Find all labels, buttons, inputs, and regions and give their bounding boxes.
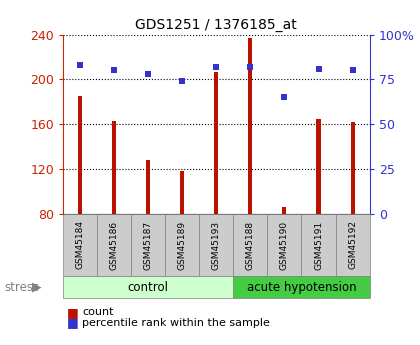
Point [145, 71, 152, 77]
Point [179, 78, 186, 84]
Bar [282, 207, 286, 214]
Point [281, 95, 288, 100]
Bar [214, 71, 218, 214]
Text: GSM45186: GSM45186 [110, 220, 118, 269]
Text: percentile rank within the sample: percentile rank within the sample [82, 318, 270, 327]
Bar [180, 171, 184, 214]
Text: ▶: ▶ [32, 281, 41, 294]
Text: stress: stress [4, 281, 39, 294]
Text: GSM45184: GSM45184 [76, 220, 84, 269]
Bar [316, 119, 320, 214]
Text: GSM45189: GSM45189 [178, 220, 187, 269]
Text: ■: ■ [67, 306, 79, 319]
Bar [351, 122, 354, 214]
Title: GDS1251 / 1376185_at: GDS1251 / 1376185_at [135, 18, 297, 32]
Point [247, 64, 254, 70]
Text: control: control [128, 281, 169, 294]
Point [315, 66, 322, 71]
Point [213, 64, 220, 70]
Text: GSM45190: GSM45190 [280, 220, 289, 269]
Text: GSM45187: GSM45187 [144, 220, 152, 269]
Text: GSM45193: GSM45193 [212, 220, 221, 269]
Bar [146, 160, 150, 214]
Text: GSM45192: GSM45192 [348, 220, 357, 269]
Text: GSM45188: GSM45188 [246, 220, 255, 269]
Point [77, 62, 84, 68]
Point [111, 68, 118, 73]
Text: acute hypotension: acute hypotension [247, 281, 356, 294]
Text: ■: ■ [67, 316, 79, 329]
Bar [248, 38, 252, 214]
Bar [112, 121, 116, 214]
Bar [78, 96, 82, 214]
Text: GSM45191: GSM45191 [314, 220, 323, 269]
Text: count: count [82, 307, 113, 317]
Point [349, 68, 356, 73]
